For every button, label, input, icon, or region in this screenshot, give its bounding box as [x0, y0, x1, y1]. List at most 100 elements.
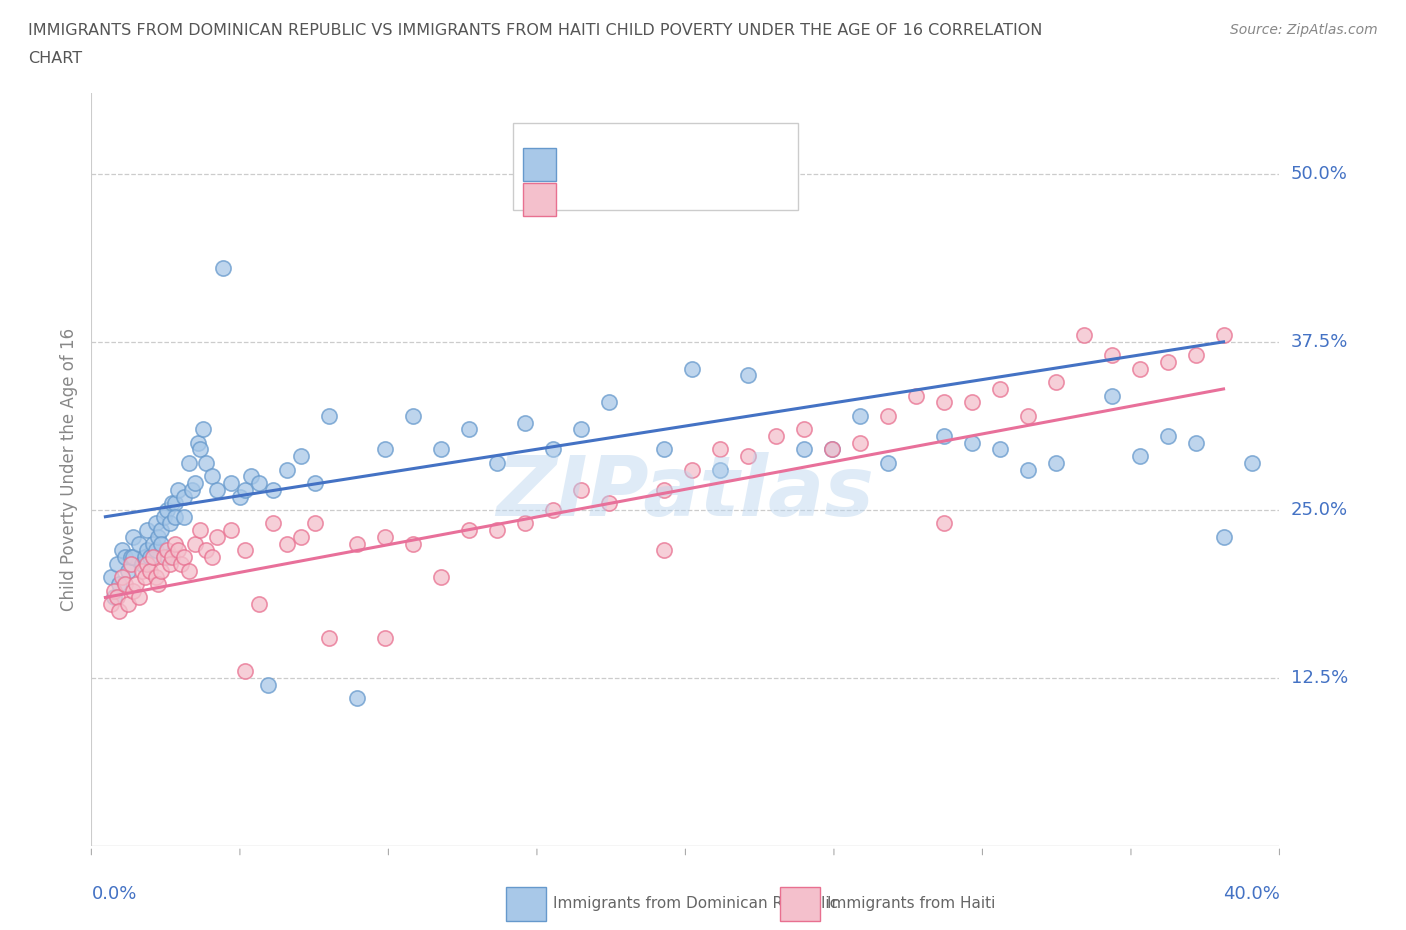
Point	[219, 523, 242, 538]
Point	[228, 489, 250, 504]
Point	[346, 537, 368, 551]
Point	[960, 435, 983, 450]
Point	[849, 435, 872, 450]
Point	[737, 368, 759, 383]
Point	[793, 442, 815, 457]
Point	[150, 563, 173, 578]
Point	[103, 590, 125, 604]
Point	[262, 483, 284, 498]
Point	[262, 516, 284, 531]
Point	[765, 429, 787, 444]
Point	[142, 537, 165, 551]
Point	[821, 442, 844, 457]
Point	[256, 677, 278, 692]
Point	[1073, 327, 1095, 342]
Point	[159, 556, 181, 571]
Point	[145, 543, 167, 558]
Point	[793, 422, 815, 437]
Text: Immigrants from Dominican Republic: Immigrants from Dominican Republic	[553, 897, 838, 911]
Point	[184, 537, 207, 551]
Point	[167, 483, 190, 498]
Point	[1017, 462, 1039, 477]
Point	[190, 442, 212, 457]
Point	[233, 664, 256, 679]
Text: 40.0%: 40.0%	[1223, 885, 1279, 903]
Point	[219, 475, 242, 490]
Point	[111, 570, 134, 585]
Point	[1101, 348, 1123, 363]
Point	[181, 483, 204, 498]
Text: 50.0%: 50.0%	[1291, 165, 1347, 182]
FancyBboxPatch shape	[523, 183, 555, 216]
Point	[737, 449, 759, 464]
Point	[402, 537, 425, 551]
Point	[932, 395, 955, 410]
Point	[111, 543, 134, 558]
Point	[905, 388, 928, 403]
Point	[276, 462, 298, 477]
Point	[200, 469, 222, 484]
Point	[1017, 408, 1039, 423]
Point	[1156, 429, 1178, 444]
Point	[541, 502, 564, 517]
Point	[430, 442, 453, 457]
Point	[195, 543, 218, 558]
Point	[117, 597, 139, 612]
Point	[145, 570, 167, 585]
Point	[569, 483, 592, 498]
Point	[598, 496, 620, 511]
Text: IMMIGRANTS FROM DOMINICAN REPUBLIC VS IMMIGRANTS FROM HAITI CHILD POVERTY UNDER : IMMIGRANTS FROM DOMINICAN REPUBLIC VS IM…	[28, 23, 1042, 38]
Point	[105, 556, 128, 571]
Point	[1045, 375, 1067, 390]
Text: CHART: CHART	[28, 51, 82, 66]
Point	[485, 456, 508, 471]
Point	[681, 362, 703, 377]
Point	[100, 570, 122, 585]
Point	[1129, 449, 1152, 464]
Point	[1101, 388, 1123, 403]
Text: 25.0%: 25.0%	[1291, 501, 1348, 519]
Point	[153, 510, 176, 525]
Point	[148, 577, 170, 591]
Point	[304, 475, 326, 490]
Point	[139, 563, 162, 578]
Point	[1045, 456, 1067, 471]
Point	[988, 381, 1011, 396]
Point	[304, 516, 326, 531]
Point	[179, 563, 201, 578]
Point	[134, 550, 156, 565]
Point	[960, 395, 983, 410]
Point	[162, 550, 184, 565]
Text: ZIPatlas: ZIPatlas	[496, 452, 875, 533]
Point	[569, 422, 592, 437]
Point	[276, 537, 298, 551]
FancyBboxPatch shape	[513, 123, 799, 210]
Point	[136, 556, 159, 571]
Point	[654, 442, 676, 457]
Point	[108, 604, 131, 618]
Point	[932, 429, 955, 444]
Point	[136, 543, 159, 558]
Point	[173, 510, 195, 525]
Point	[211, 260, 233, 275]
Point	[190, 523, 212, 538]
Point	[165, 510, 187, 525]
Point	[374, 529, 396, 544]
Point	[402, 408, 425, 423]
Point	[122, 529, 145, 544]
Point	[513, 516, 536, 531]
Point	[346, 691, 368, 706]
Point	[117, 563, 139, 578]
Point	[290, 529, 312, 544]
Point	[374, 631, 396, 645]
Text: R = 0.351   N = 76: R = 0.351 N = 76	[571, 187, 741, 205]
Point	[122, 550, 145, 565]
Point	[131, 563, 153, 578]
Point	[120, 556, 142, 571]
Point	[120, 550, 142, 565]
Point	[239, 469, 262, 484]
Point	[128, 537, 150, 551]
Point	[1212, 529, 1234, 544]
Point	[131, 556, 153, 571]
Point	[128, 590, 150, 604]
